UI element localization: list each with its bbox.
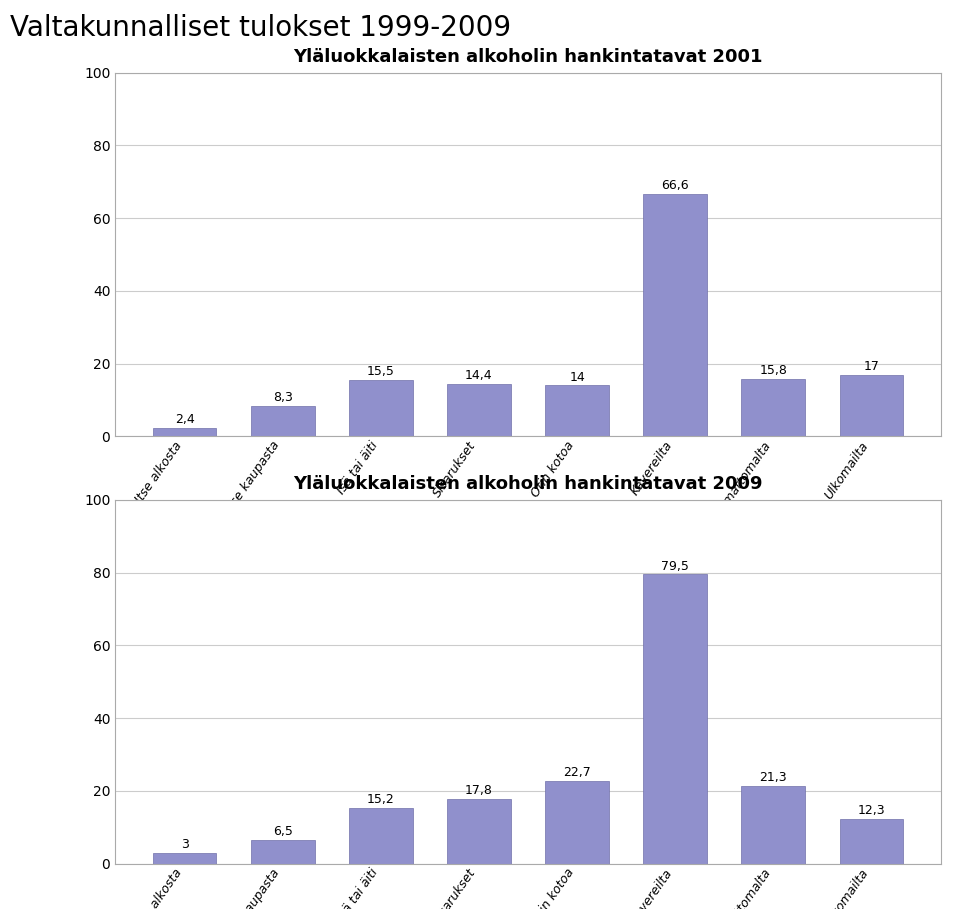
Bar: [839, 375, 903, 436]
Bar: [643, 195, 708, 436]
Text: 8,3: 8,3: [273, 391, 293, 405]
Bar: [251, 840, 315, 864]
Bar: [251, 406, 315, 436]
Text: 17: 17: [863, 360, 879, 373]
Text: Valtakunnalliset tulokset 1999-2009: Valtakunnalliset tulokset 1999-2009: [10, 14, 511, 42]
Text: 2,4: 2,4: [175, 413, 195, 425]
Text: 22,7: 22,7: [564, 766, 591, 779]
Text: 66,6: 66,6: [661, 179, 689, 193]
Title: Yläluokkalaisten alkoholin hankintatavat 2009: Yläluokkalaisten alkoholin hankintatavat…: [293, 474, 763, 493]
Text: 3: 3: [180, 838, 188, 851]
Bar: [447, 384, 511, 436]
Text: 79,5: 79,5: [661, 560, 689, 573]
Bar: [153, 853, 217, 864]
Bar: [741, 786, 805, 864]
Text: 15,5: 15,5: [367, 365, 395, 378]
Text: 6,5: 6,5: [273, 825, 293, 838]
Title: Yläluokkalaisten alkoholin hankintatavat 2001: Yläluokkalaisten alkoholin hankintatavat…: [293, 47, 763, 65]
Text: 17,8: 17,8: [465, 784, 492, 797]
Bar: [153, 427, 217, 436]
Text: 14,4: 14,4: [466, 369, 492, 382]
Bar: [839, 819, 903, 864]
Bar: [545, 781, 609, 864]
Bar: [741, 379, 805, 436]
Bar: [643, 574, 708, 864]
Text: 12,3: 12,3: [857, 804, 885, 817]
Bar: [447, 799, 511, 864]
Bar: [348, 808, 413, 864]
Text: 21,3: 21,3: [759, 771, 787, 784]
Text: 15,8: 15,8: [759, 364, 787, 377]
Bar: [545, 385, 609, 436]
Bar: [348, 380, 413, 436]
Text: 15,2: 15,2: [367, 794, 395, 806]
Text: 14: 14: [569, 371, 585, 384]
